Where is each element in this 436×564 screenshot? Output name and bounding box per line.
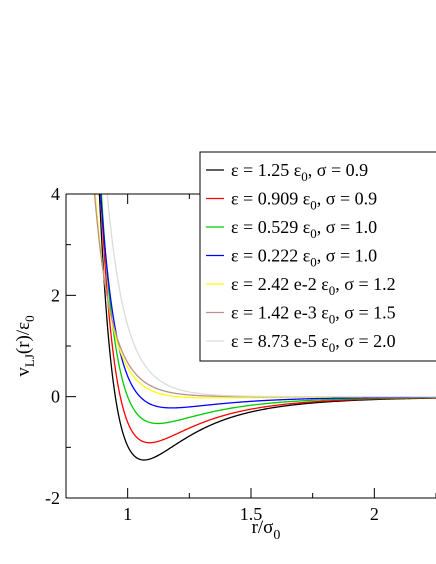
y-tick-label: 4	[51, 184, 60, 204]
y-tick-label: 2	[51, 285, 60, 305]
x-tick-label: 1.5	[240, 504, 263, 524]
series-line-3	[100, 194, 436, 425]
y-tick-label: 0	[51, 387, 60, 407]
x-axis-title-sub: 0	[273, 528, 280, 543]
x-axis-title-main: r/σ	[252, 517, 274, 538]
x-tick-label: 2	[370, 504, 379, 524]
legend-label-6: ε = 1.42 e-3 ε0, σ = 1.5	[231, 303, 396, 327]
y-tick-label: -2	[45, 488, 60, 508]
y-axis-title-sub2: 0	[22, 315, 37, 322]
legend-label-5: ε = 2.42 e-2 ε0, σ = 1.2	[231, 274, 396, 298]
y-axis-title-v: v	[13, 367, 34, 377]
legend-label-1: ε = 1.25 ε0, σ = 0.9	[231, 160, 368, 184]
x-axis-title: r/σ0	[252, 517, 281, 543]
series-line-2	[100, 194, 436, 444]
y-axis-title-mid: (r)/ε	[13, 322, 34, 354]
y-axis-title-sub: LJ	[22, 354, 37, 367]
series-curves	[93, 194, 436, 461]
legend-label-3: ε = 0.529 ε0, σ = 1.0	[231, 217, 377, 241]
y-axis-title: vLJ(r)/ε0	[13, 315, 37, 376]
series-line-4	[100, 194, 436, 409]
legend-label-4: ε = 0.222 ε0, σ = 1.0	[231, 246, 377, 270]
series-line-7	[106, 194, 436, 398]
legend-label-2: ε = 0.909 ε0, σ = 0.9	[231, 189, 377, 213]
axis-tick-labels: 1 1.5 2 -2 0 2 4	[45, 184, 379, 524]
x-tick-label: 1	[123, 504, 132, 524]
legend: ε = 1.25 ε0, σ = 0.9 ε = 0.909 ε0, σ = 0.…	[199, 151, 436, 362]
legend-label-7: ε = 8.73 e-5 ε0, σ = 2.0	[231, 331, 396, 355]
legend-box	[199, 151, 436, 362]
